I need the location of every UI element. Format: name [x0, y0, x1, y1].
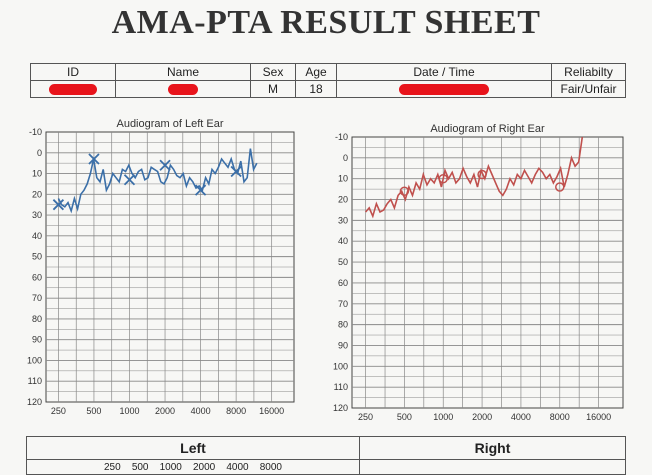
left-trace	[57, 148, 258, 214]
right-label: Right	[359, 436, 626, 460]
redaction-mark	[168, 84, 198, 96]
right-x-tick: 16000	[586, 412, 611, 422]
right-x-tick: 4000	[511, 412, 531, 422]
freq-label: 250	[104, 461, 121, 473]
right-y-tick: 30	[338, 215, 348, 225]
right-trace	[364, 136, 584, 219]
left-y-tick: 70	[32, 293, 42, 303]
right-y-tick: 110	[334, 382, 348, 392]
results-table: Left Right 250 500 1000 2000 4000 8000	[26, 436, 626, 475]
left-y-tick: 30	[32, 210, 42, 220]
left-y-tick: 110	[28, 376, 42, 386]
left-marker-x	[194, 184, 207, 196]
right-x-tick: 1000	[433, 412, 453, 422]
right-y-tick: 20	[338, 195, 348, 205]
reliability-header: Reliabilty	[551, 63, 626, 81]
right-y-tick: 50	[338, 257, 348, 267]
right-y-tick: 0	[343, 153, 348, 163]
left-marker-x	[52, 199, 65, 211]
left-label: Left	[26, 436, 360, 460]
right-y-tick: 10	[338, 174, 348, 184]
right-x-tick: 2000	[472, 412, 492, 422]
left-y-tick: 80	[32, 314, 42, 324]
redaction-mark	[49, 84, 97, 96]
right-y-tick: 80	[338, 320, 348, 330]
left-y-tick: 120	[27, 397, 42, 407]
left-x-tick: 1000	[119, 406, 139, 416]
left-x-tick: 8000	[226, 406, 246, 416]
right-y-tick: 100	[333, 361, 348, 371]
freq-label: 1000	[159, 461, 182, 473]
right-freq-row	[359, 459, 626, 475]
right-y-tick: 90	[338, 340, 348, 350]
left-y-tick: 20	[32, 189, 42, 199]
freq-label: 2000	[193, 461, 216, 473]
freq-label: 8000	[259, 461, 282, 473]
left-x-tick: 500	[86, 406, 101, 416]
left-y-tick: 40	[32, 231, 42, 241]
right-y-tick: 70	[338, 299, 348, 309]
left-y-tick: 100	[27, 355, 42, 365]
right-marker-o	[477, 169, 487, 180]
sheet-title: AMA-PTA RESULT SHEET	[111, 4, 541, 41]
left-marker-x	[88, 153, 100, 165]
age-value: 18	[295, 80, 337, 98]
right-y-tick: 120	[333, 403, 348, 413]
left-y-tick: 90	[32, 335, 42, 345]
right-y-tick: 40	[338, 236, 348, 246]
left-title: Audiogram of Left Ear	[116, 118, 223, 130]
freq-label: 500	[131, 461, 149, 473]
right-y-tick: -10	[335, 132, 348, 142]
left-y-tick: 10	[32, 169, 42, 179]
left-marker-x	[230, 165, 242, 178]
left-marker-x	[123, 174, 136, 186]
right-x-tick: 250	[358, 412, 373, 422]
freq-label: 4000	[226, 461, 249, 473]
right-x-tick: 500	[397, 412, 412, 422]
left-y-tick: 60	[32, 272, 42, 282]
right-marker-o	[555, 182, 565, 192]
right-y-tick: 60	[338, 278, 348, 288]
left-y-tick: 50	[32, 252, 42, 262]
redaction-mark	[399, 84, 489, 96]
patient-info-table: ID Name Sex Age Date / Time Reliabilty M…	[30, 63, 626, 98]
left-x-tick: 2000	[155, 406, 175, 416]
left-x-tick: 250	[51, 406, 66, 416]
datetime-value	[336, 80, 552, 98]
datetime-header: Date / Time	[336, 63, 552, 81]
id-value	[30, 80, 116, 98]
left-y-tick: -10	[29, 127, 42, 137]
right-title: Audiogram of Right Ear	[430, 123, 545, 135]
sex-value: M	[250, 80, 296, 98]
right-marker-o	[399, 186, 410, 196]
left-marker-x	[159, 159, 171, 171]
right-x-tick: 8000	[550, 412, 570, 422]
reliability-value: Fair/Unfair	[551, 80, 626, 98]
left-x-tick: 4000	[191, 406, 211, 416]
left-x-tick: 16000	[259, 406, 284, 416]
right-marker-o	[438, 173, 448, 184]
left-freq-row: 250 500 1000 2000 4000 8000	[26, 459, 360, 475]
left-y-tick: 0	[37, 148, 42, 158]
